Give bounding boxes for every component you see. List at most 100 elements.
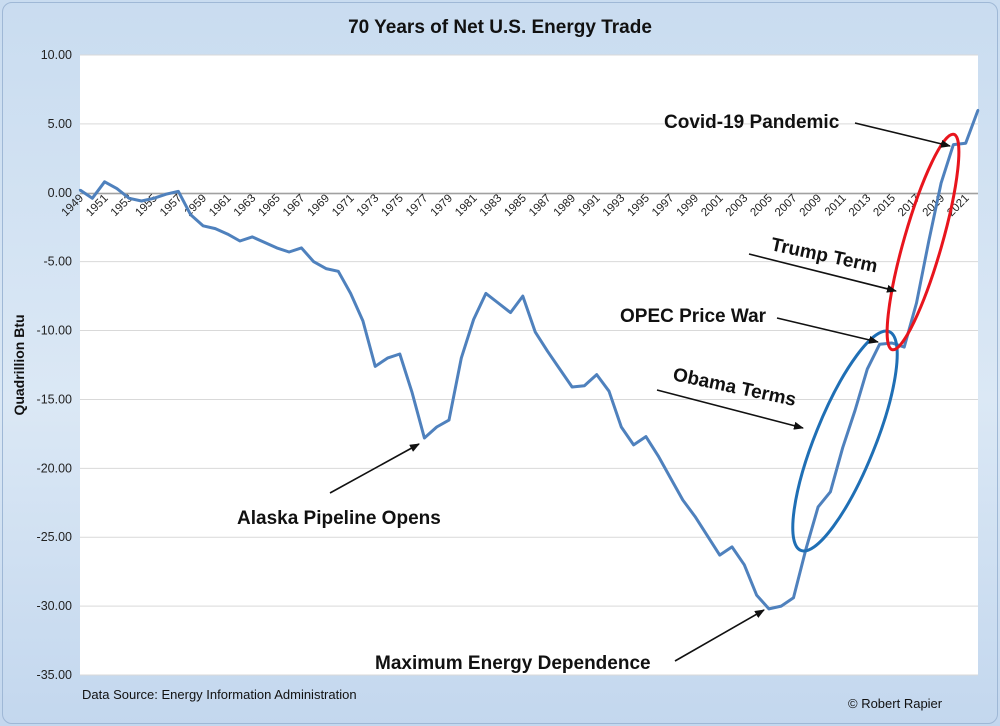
data-point bbox=[287, 250, 291, 254]
data-point bbox=[890, 341, 894, 345]
data-point bbox=[115, 187, 119, 190]
data-point bbox=[201, 224, 205, 228]
data-point bbox=[361, 319, 365, 323]
y-tick-label: -10.00 bbox=[37, 324, 72, 338]
annotation-alaska: Alaska Pipeline Opens bbox=[237, 508, 441, 529]
data-point bbox=[570, 385, 574, 389]
data-point bbox=[103, 180, 106, 183]
data-point bbox=[521, 294, 525, 298]
data-point bbox=[743, 563, 746, 566]
y-tick-label: -15.00 bbox=[37, 392, 72, 406]
data-point bbox=[300, 246, 303, 250]
data-point bbox=[730, 545, 734, 549]
data-point bbox=[656, 454, 660, 458]
data-source-note: Data Source: Energy Information Administ… bbox=[82, 687, 357, 702]
data-point bbox=[546, 350, 549, 353]
data-point bbox=[497, 301, 500, 305]
series-points bbox=[78, 108, 980, 611]
trump-highlight-ellipse bbox=[885, 132, 961, 352]
data-point bbox=[878, 343, 881, 346]
obama-arrow bbox=[656, 389, 804, 430]
data-point bbox=[78, 188, 82, 192]
data-point bbox=[632, 443, 635, 447]
data-point bbox=[533, 330, 537, 334]
data-point bbox=[91, 197, 94, 200]
data-point bbox=[595, 373, 598, 376]
data-point bbox=[374, 365, 377, 368]
data-point bbox=[693, 515, 697, 518]
data-point bbox=[755, 593, 758, 597]
data-point bbox=[423, 436, 426, 440]
data-point bbox=[816, 505, 820, 509]
data-point bbox=[644, 435, 648, 438]
y-axis-ticks: 10.00 5.00 0.00 -5.00 -10.00 -15.00 -20.00 -25.… bbox=[37, 48, 73, 682]
y-axis-label: Quadrillion Btu bbox=[11, 314, 27, 415]
y-tick-label: -5.00 bbox=[44, 255, 73, 269]
data-point bbox=[902, 345, 906, 349]
data-point bbox=[767, 607, 771, 611]
y-tick-label: -30.00 bbox=[37, 599, 72, 613]
data-point bbox=[226, 232, 229, 236]
data-point bbox=[964, 141, 967, 145]
data-point bbox=[435, 425, 438, 429]
data-point bbox=[398, 352, 402, 356]
data-point bbox=[189, 213, 192, 217]
y-tick-label: -25.00 bbox=[37, 530, 72, 544]
data-point bbox=[779, 604, 783, 608]
data-point bbox=[509, 311, 512, 314]
y-tick-label: -20.00 bbox=[37, 461, 72, 475]
data-point bbox=[792, 596, 795, 600]
data-point bbox=[706, 534, 709, 538]
annotation-covid: Covid-19 Pandemic bbox=[664, 112, 840, 133]
data-point bbox=[324, 267, 328, 270]
y-tick-label: 5.00 bbox=[48, 117, 72, 131]
plot-area bbox=[80, 55, 978, 675]
trump-arrow bbox=[748, 253, 897, 293]
data-point bbox=[939, 181, 943, 185]
data-point bbox=[164, 192, 168, 196]
alaska-arrow bbox=[329, 443, 420, 494]
obama-highlight-ellipse bbox=[791, 329, 899, 553]
data-point bbox=[853, 409, 857, 412]
copyright-credit: © Robert Rapier bbox=[848, 696, 943, 711]
data-point bbox=[866, 367, 869, 371]
data-point bbox=[410, 391, 414, 394]
covid-arrow bbox=[854, 122, 951, 148]
series-line bbox=[79, 109, 980, 611]
y-tick-label: 0.00 bbox=[48, 186, 72, 200]
data-point bbox=[177, 190, 180, 193]
data-point bbox=[460, 356, 463, 360]
data-point bbox=[152, 197, 156, 200]
data-point bbox=[484, 292, 488, 295]
y-tick-label: -35.00 bbox=[37, 668, 72, 682]
data-point bbox=[349, 292, 352, 295]
data-point bbox=[915, 301, 918, 305]
data-point bbox=[718, 553, 721, 557]
data-point bbox=[681, 498, 684, 502]
data-point bbox=[558, 367, 561, 371]
annotation-opec: OPEC Price War bbox=[620, 306, 767, 327]
max-dependence-arrow bbox=[674, 609, 765, 662]
data-point bbox=[669, 476, 672, 480]
data-point bbox=[583, 384, 586, 387]
data-point bbox=[140, 199, 143, 203]
data-point bbox=[472, 318, 475, 321]
data-point bbox=[447, 418, 451, 422]
data-point bbox=[238, 239, 242, 243]
data-point bbox=[952, 143, 955, 146]
y-tick-label: 10.00 bbox=[41, 48, 72, 62]
data-point bbox=[976, 108, 980, 112]
data-point bbox=[829, 490, 832, 493]
data-point bbox=[927, 239, 930, 243]
data-point bbox=[841, 446, 844, 449]
data-point bbox=[214, 227, 217, 230]
data-point bbox=[312, 260, 315, 263]
data-point bbox=[620, 425, 623, 429]
opec-arrow bbox=[776, 317, 879, 344]
data-point bbox=[263, 241, 266, 244]
annotation-max-dependence: Maximum Energy Dependence bbox=[375, 653, 651, 674]
data-point bbox=[386, 356, 389, 360]
chart-title: 70 Years of Net U.S. Energy Trade bbox=[348, 17, 652, 38]
